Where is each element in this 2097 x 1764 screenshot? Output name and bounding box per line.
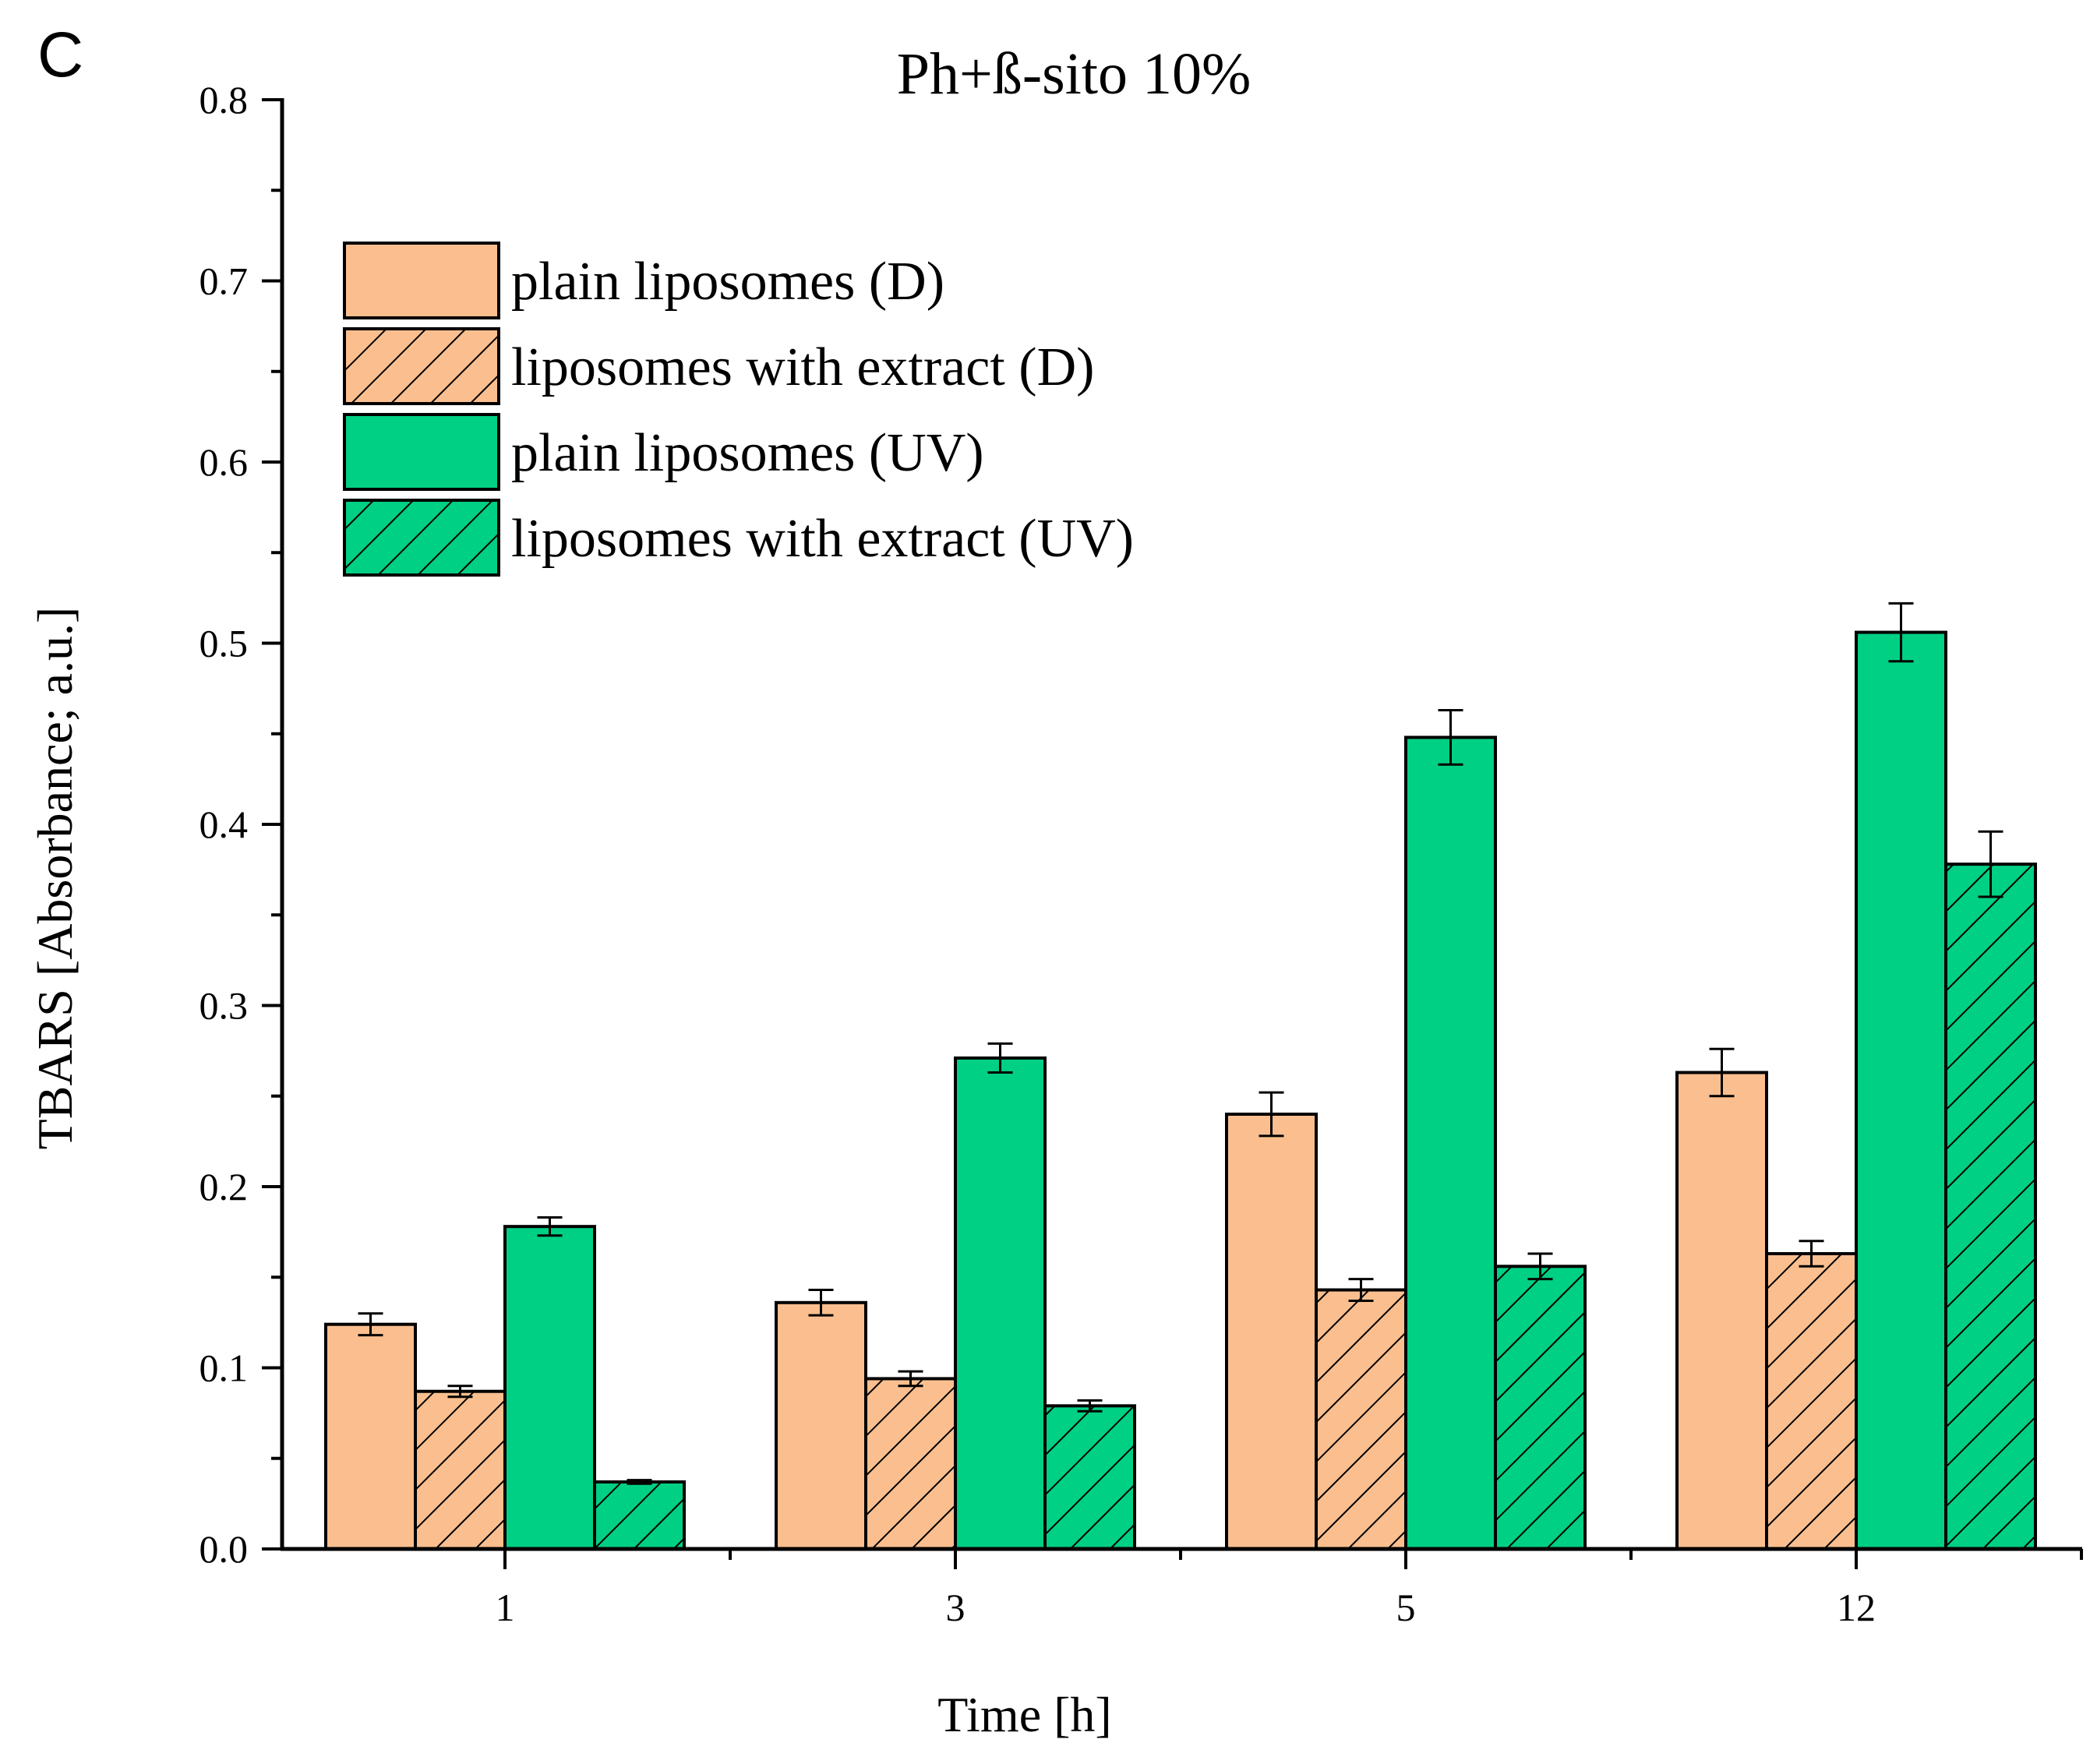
bar-1-5 — [1225, 1113, 1318, 1551]
bar-2-5 — [1315, 1288, 1407, 1551]
bar-3-3 — [954, 1056, 1047, 1551]
bar-1-12 — [1675, 1071, 1768, 1551]
error-bar-3-1 — [537, 1216, 563, 1237]
legend-swatch-1 — [343, 242, 500, 319]
error-bar-1-3 — [808, 1289, 834, 1317]
x-tick-label: 3 — [946, 1586, 966, 1629]
error-bar-1-1 — [358, 1312, 383, 1337]
y-tick-label: 0.2 — [199, 1165, 249, 1208]
y-tick-label: 0.5 — [199, 622, 249, 665]
legend-label-3: plain liposomes (UV) — [511, 423, 984, 483]
x-tick-label: 12 — [1837, 1586, 1876, 1629]
y-tick-label: 0.3 — [199, 984, 249, 1028]
legend-swatch-3 — [343, 413, 500, 491]
error-bar-3-12 — [1888, 602, 1914, 663]
y-axis-label: TBARS [Absorbance; a.u.] — [27, 607, 83, 1150]
y-tick-label: 0.6 — [199, 440, 249, 484]
error-bar-4-3 — [1077, 1399, 1103, 1413]
bar-1-1 — [324, 1322, 417, 1551]
error-bar-1-12 — [1709, 1047, 1735, 1098]
y-tick-label: 0.7 — [199, 259, 249, 303]
error-bar-2-5 — [1348, 1278, 1374, 1302]
y-tick-label: 0.8 — [199, 78, 249, 122]
legend-swatch-2 — [343, 327, 500, 405]
legend: plain liposomes (D) liposomes with extrac… — [343, 242, 1134, 577]
y-tick-label: 0.0 — [199, 1527, 249, 1571]
panel-letter: C — [37, 19, 83, 90]
y-tick-label: 0.4 — [199, 803, 249, 846]
error-bars-group — [358, 602, 2003, 1485]
error-bar-3-5 — [1438, 709, 1463, 766]
bar-4-3 — [1043, 1404, 1136, 1551]
error-bar-1-5 — [1259, 1091, 1284, 1138]
bar-3-1 — [503, 1225, 596, 1551]
bar-3-12 — [1855, 630, 1947, 1551]
error-bar-4-1 — [627, 1479, 652, 1485]
error-bar-4-12 — [1978, 830, 2003, 898]
bars-group — [324, 630, 2037, 1551]
bar-1-3 — [775, 1300, 867, 1551]
error-bar-2-1 — [447, 1385, 473, 1399]
bar-2-3 — [864, 1377, 957, 1551]
y-tick-label: 0.1 — [199, 1346, 249, 1390]
bar-2-1 — [414, 1389, 507, 1551]
legend-swatch-4 — [343, 499, 500, 577]
error-bar-2-12 — [1799, 1240, 1824, 1268]
axes-group: 0.0 0.1 0.2 0.3 0.4 0.5 0.6 0.7 0.8 1 3 5 12 — [199, 78, 2083, 1629]
chart-title: Ph+ß-sito 10% — [897, 41, 1251, 107]
legend-label-2: liposomes with extract (D) — [511, 337, 1094, 397]
bar-4-1 — [593, 1480, 686, 1551]
error-bar-2-3 — [898, 1370, 923, 1388]
bar-4-5 — [1494, 1265, 1587, 1551]
x-tick-label: 5 — [1396, 1586, 1416, 1629]
bar-3-5 — [1404, 736, 1497, 1551]
legend-label-1: plain liposomes (D) — [511, 252, 944, 312]
legend-label-4: liposomes with extract (UV) — [511, 509, 1134, 569]
bar-2-12 — [1765, 1252, 1858, 1551]
error-bar-3-3 — [987, 1042, 1013, 1074]
error-bar-4-5 — [1527, 1252, 1553, 1281]
x-tick-label: 1 — [496, 1586, 515, 1629]
x-axis-label: Time [h] — [937, 1687, 1111, 1742]
bar-4-12 — [1944, 863, 2037, 1551]
